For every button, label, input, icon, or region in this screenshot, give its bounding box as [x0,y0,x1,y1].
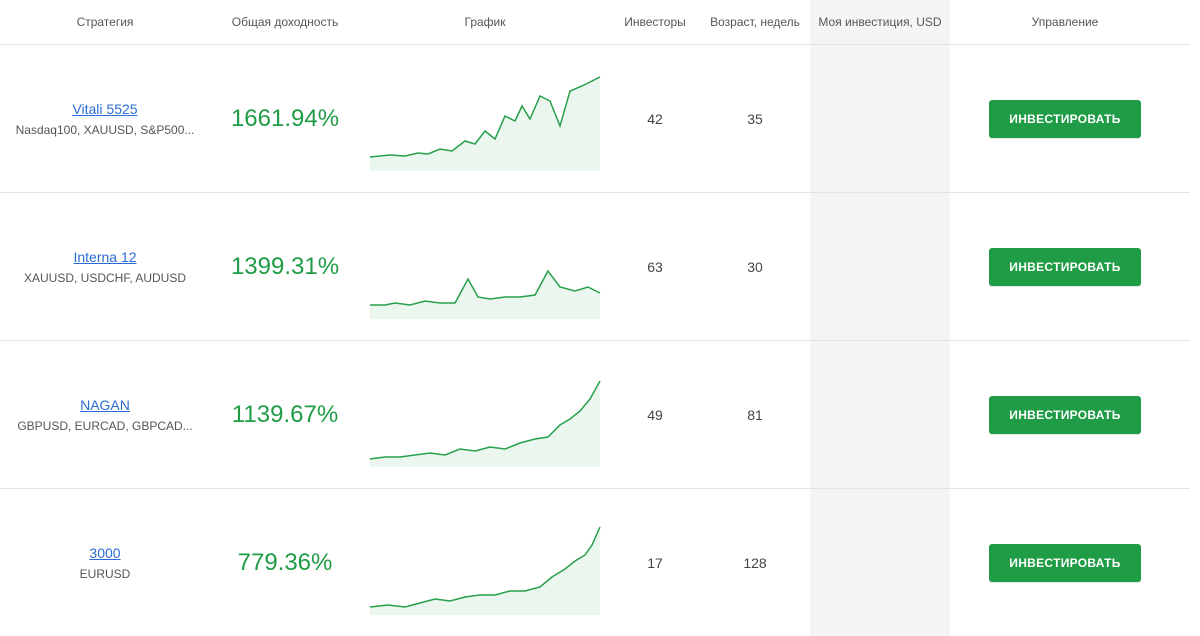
age-cell: 30 [700,259,810,275]
investors-cell: 63 [610,259,700,275]
return-cell: 1139.67% [210,401,360,429]
sparkline-chart [366,219,604,319]
invest-button[interactable]: ИНВЕСТИРОВАТЬ [989,100,1140,138]
strategy-link[interactable]: Vitali 5525 [72,101,137,117]
chart-cell [360,215,610,319]
strategy-pairs: XAUUSD, USDCHF, AUDUSD [10,271,200,285]
age-cell: 128 [700,555,810,571]
investors-cell: 17 [610,555,700,571]
my-investment-cell [810,193,950,340]
header-return: Общая доходность [210,15,360,29]
my-investment-cell [810,341,950,488]
header-strategy: Стратегия [0,15,210,29]
invest-button[interactable]: ИНВЕСТИРОВАТЬ [989,248,1140,286]
strategy-link[interactable]: 3000 [89,545,120,561]
header-chart: График [360,15,610,29]
strategy-cell: 3000 EURUSD [0,545,210,581]
chart-cell [360,511,610,615]
action-cell: ИНВЕСТИРОВАТЬ [950,544,1180,582]
strategy-link[interactable]: NAGAN [80,397,130,413]
age-cell: 81 [700,407,810,423]
chart-cell [360,363,610,467]
table-header: Стратегия Общая доходность График Инвест… [0,0,1190,44]
strategy-cell: Interna 12 XAUUSD, USDCHF, AUDUSD [0,249,210,285]
strategy-cell: Vitali 5525 Nasdaq100, XAUUSD, S&P500... [0,101,210,137]
strategy-pairs: Nasdaq100, XAUUSD, S&P500... [10,123,200,137]
action-cell: ИНВЕСТИРОВАТЬ [950,100,1180,138]
header-management: Управление [950,15,1180,29]
header-age: Возраст, недель [700,15,810,29]
return-cell: 1399.31% [210,253,360,281]
sparkline-chart [366,367,604,467]
my-investment-cell [810,45,950,192]
invest-button[interactable]: ИНВЕСТИРОВАТЬ [989,544,1140,582]
return-cell: 1661.94% [210,105,360,133]
action-cell: ИНВЕСТИРОВАТЬ [950,396,1180,434]
strategy-pairs: GBPUSD, EURCAD, GBPCAD... [10,419,200,433]
header-investors: Инвесторы [610,15,700,29]
strategy-cell: NAGAN GBPUSD, EURCAD, GBPCAD... [0,397,210,433]
investors-cell: 42 [610,111,700,127]
table-row: Vitali 5525 Nasdaq100, XAUUSD, S&P500... 1… [0,44,1190,192]
table-row: NAGAN GBPUSD, EURCAD, GBPCAD... 1139.67% 49… [0,340,1190,488]
my-investment-cell [810,489,950,636]
return-cell: 779.36% [210,549,360,577]
table-row: 3000 EURUSD 779.36% 17128 ИНВЕСТИРОВАТЬ [0,488,1190,636]
chart-cell [360,67,610,171]
action-cell: ИНВЕСТИРОВАТЬ [950,248,1180,286]
strategies-table: Стратегия Общая доходность График Инвест… [0,0,1190,636]
invest-button[interactable]: ИНВЕСТИРОВАТЬ [989,396,1140,434]
age-cell: 35 [700,111,810,127]
sparkline-chart [366,515,604,615]
investors-cell: 49 [610,407,700,423]
header-my-investment: Моя инвестиция, USD [810,0,950,44]
strategy-pairs: EURUSD [10,567,200,581]
sparkline-chart [366,71,604,171]
strategy-link[interactable]: Interna 12 [73,249,136,265]
table-row: Interna 12 XAUUSD, USDCHF, AUDUSD 1399.31%… [0,192,1190,340]
